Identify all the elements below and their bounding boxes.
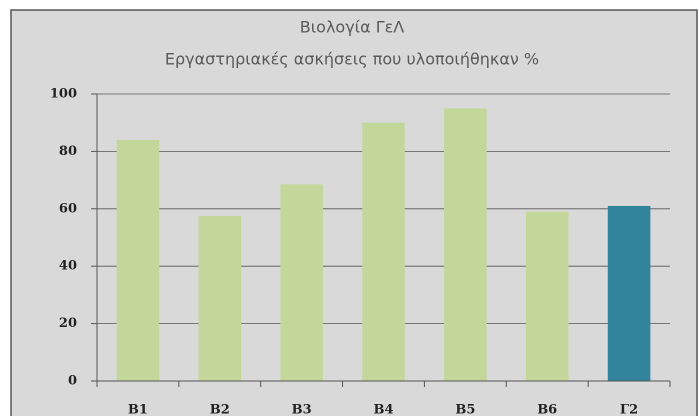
y-tick-label: 100 xyxy=(50,87,77,102)
x-tick-label: Γ2 xyxy=(620,403,638,416)
y-tick-label: 20 xyxy=(59,316,77,331)
chart-title: Βιολογία ΓεΛ xyxy=(300,18,405,37)
x-tick-label: B2 xyxy=(210,403,230,416)
y-tick-label: 0 xyxy=(68,374,77,389)
y-tick-label: 40 xyxy=(59,259,77,274)
x-tick-label: B6 xyxy=(537,403,557,416)
chart-subtitle: Εργαστηριακές ασκήσεις που υλοποιήθηκαν … xyxy=(165,50,539,69)
bar xyxy=(525,211,569,381)
x-tick-label: B3 xyxy=(292,403,312,416)
chart-area xyxy=(10,9,698,416)
x-tick-label: B1 xyxy=(128,403,148,416)
bar xyxy=(444,108,487,381)
bar xyxy=(362,122,405,381)
bar xyxy=(116,139,160,381)
bar xyxy=(280,184,323,381)
y-tick-label: 80 xyxy=(59,144,77,159)
x-tick-label: B5 xyxy=(455,403,475,416)
y-tick-label: 60 xyxy=(59,201,77,216)
bar xyxy=(607,205,651,381)
bar xyxy=(198,215,242,381)
x-tick-label: B4 xyxy=(373,403,393,416)
